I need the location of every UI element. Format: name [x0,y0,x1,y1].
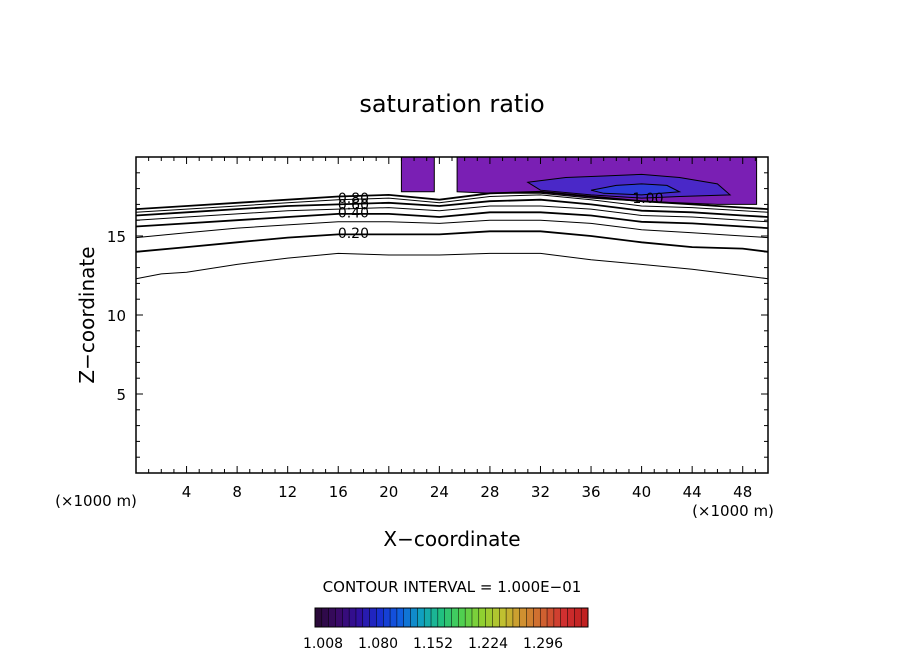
filled-region-0 [400,156,435,193]
contour-line-0-4 [135,211,769,229]
y-tick-label: 15 [107,228,126,246]
colorbar-swatch [390,608,398,627]
contour-line-0-3 [135,219,769,239]
colorbar-swatch [335,608,343,627]
x-tick-label: 20 [379,483,398,501]
x-tick-label: 8 [232,483,242,501]
colorbar-label: 1.224 [468,636,508,652]
colorbar-label: 1.152 [413,636,453,652]
contour-line-0-7 [135,194,769,213]
contour-line-0-5 [135,205,769,223]
x-tick-label: 48 [733,483,752,501]
colorbar-swatch [417,608,425,627]
x-tick-label: 44 [683,483,702,501]
contour-label: 0.60 [338,197,369,213]
colorbar-swatch [478,608,487,627]
x-unit-left: (×1000 m) [55,492,137,510]
colorbar-swatch [485,608,493,627]
colorbar-swatch [553,608,562,627]
contour-lines [135,190,769,280]
filled-region-3 [590,183,682,196]
colorbar-swatch [376,608,384,627]
colorbar-swatch [512,608,521,627]
y-tick-label: 5 [116,386,126,404]
colorbar-swatch [355,608,364,627]
colorbar-swatch [403,608,412,627]
colorbar-swatch [396,608,405,627]
contour-label: 0.20 [338,226,369,242]
colorbar-swatch [444,608,453,627]
colorbar-swatch [547,608,555,627]
x-tick-label: 16 [329,483,348,501]
contour-labels: 0.800.600.40 0.20 1.00 [338,191,664,242]
colorbar-label: 1.296 [523,636,563,652]
colorbar-swatch [349,608,357,627]
x-tick-label: 4 [182,483,192,501]
colorbar-swatch [342,608,350,627]
x-tick-label: 40 [632,483,651,501]
contour-line-0-6 [135,198,769,218]
y-tick-label: 10 [107,307,126,325]
y-axis-label: Z−coordinate [75,246,99,383]
colorbar-swatch [471,608,480,627]
colorbar-frame [314,607,589,628]
colorbar-label: 1.080 [358,636,398,652]
colorbar-swatch [458,608,466,627]
colorbar-swatch [431,608,439,627]
x-tick-label: 24 [430,483,449,501]
colorbar-swatch [581,608,589,627]
colorbar-swatch [540,608,548,627]
colorbar-swatch [499,608,507,627]
colorbar-swatch [410,608,418,627]
colorbar-swatch [533,608,541,627]
x-tick-label: 12 [278,483,297,501]
colorbar-swatch [424,608,432,627]
colorbar-swatch [492,608,500,627]
colorbar-label: 1.008 [303,636,343,652]
colorbar-swatch [315,608,323,627]
contour-line-0-1 [135,252,769,280]
contour-label: 1.00 [632,191,663,207]
x-tick-label: 28 [480,483,499,501]
x-unit-right: (×1000 m) [692,502,774,520]
colorbar: 1.008 1.080 1.152 1.224 1.296 [303,607,589,652]
colorbar-swatch [574,608,582,627]
contour-line-0-2 [135,230,769,253]
colorbar-swatch [362,608,371,627]
x-tick-label: 36 [581,483,600,501]
colorbar-swatch [560,608,569,627]
colorbar-swatch [328,608,336,627]
colorbar-swatch [526,608,534,627]
contour-label: 0.40 [338,205,369,221]
contour-interval-text: CONTOUR INTERVAL = 1.000E−01 [323,578,582,596]
colorbar-swatch [437,608,446,627]
colorbar-swatch [321,608,330,627]
x-axis-label: X−coordinate [383,527,520,551]
contour-label: 0.80 [338,191,369,207]
chart-title: saturation ratio [359,90,544,118]
colorbar-swatch [369,608,377,627]
colorbar-swatch [465,608,473,627]
colorbar-swatch [519,608,528,627]
colorbar-swatch [567,608,575,627]
x-tick-label: 32 [531,483,550,501]
colorbar-swatch [383,608,391,627]
colorbar-swatch [451,608,459,627]
colorbar-swatch [506,608,514,627]
contour-line-0-8 [135,190,769,210]
